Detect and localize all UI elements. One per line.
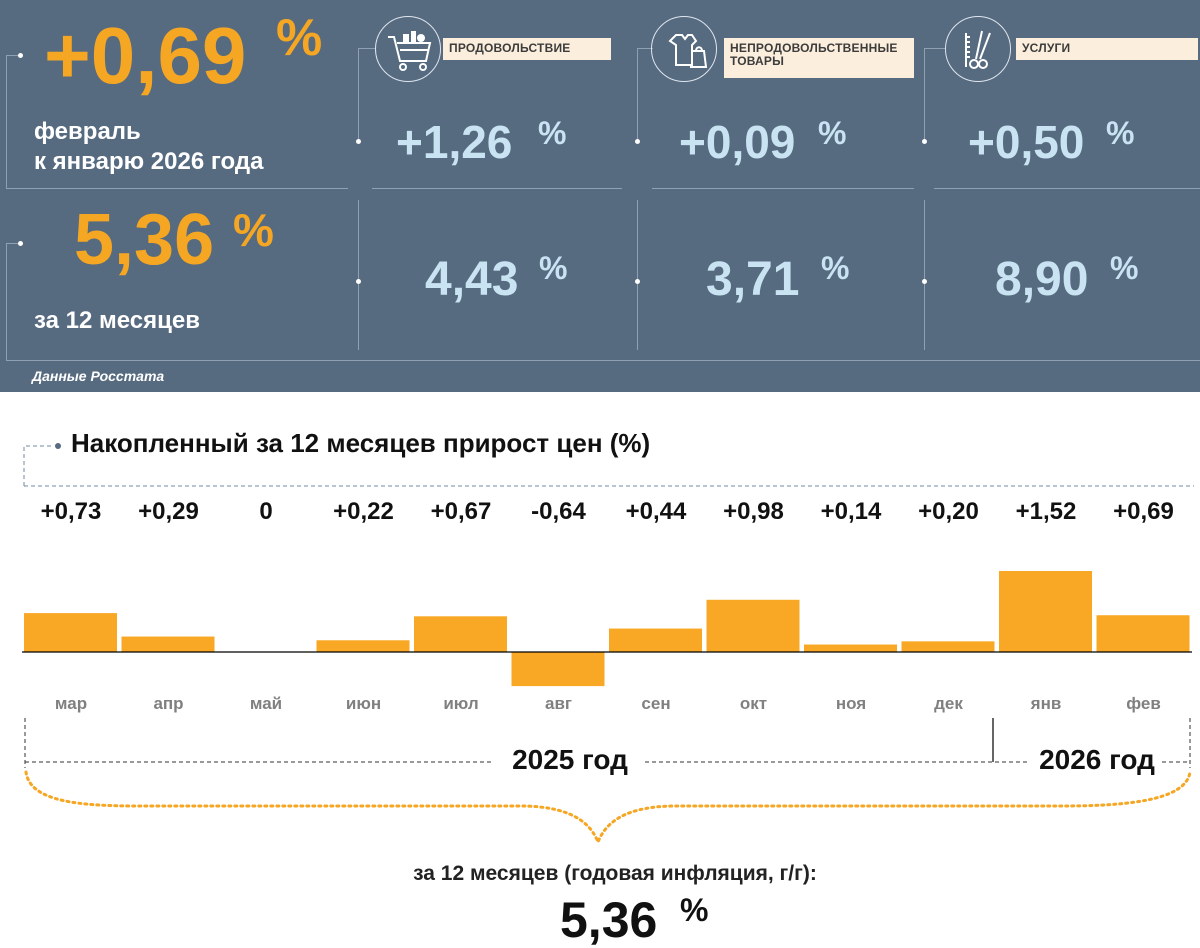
month-label-авг: авг xyxy=(545,694,572,713)
services-annual-unit: % xyxy=(1110,250,1139,286)
value-label-мар: +0,73 xyxy=(40,498,102,525)
divider xyxy=(637,200,638,350)
divider xyxy=(372,188,622,189)
bar-янв xyxy=(999,571,1092,652)
bullet-dot xyxy=(922,279,927,284)
nonfood-annual-value: 3,71 xyxy=(706,253,800,306)
divider xyxy=(637,48,638,141)
month-label-дек: дек xyxy=(934,694,963,713)
divider xyxy=(6,243,7,361)
nonfood-monthly-value: +0,09 xyxy=(679,116,796,168)
chart-section: Накопленный за 12 месяцев прирост цен (%… xyxy=(0,392,1200,948)
divider xyxy=(6,55,7,188)
chart-title: Накопленный за 12 месяцев прирост цен (%… xyxy=(71,428,651,458)
month-label-июн: июн xyxy=(345,694,382,713)
month-label-июл: июл xyxy=(443,694,479,713)
divider xyxy=(358,200,359,350)
month-label-окт: окт xyxy=(739,694,768,713)
annual-summary-label: за 12 месяцев (годовая инфляция, г/г): xyxy=(413,862,817,885)
month-label-май: май xyxy=(249,694,283,713)
bar-сен xyxy=(609,628,702,652)
divider xyxy=(637,48,653,49)
bullet-dot xyxy=(18,241,23,246)
monthly-caption-line2: к январю 2026 года xyxy=(34,148,264,175)
annual-caption: за 12 месяцев xyxy=(34,307,200,334)
bar-фев xyxy=(1096,615,1190,652)
category-label-services: УСЛУГИ xyxy=(1016,38,1198,60)
bullet-dot xyxy=(635,139,640,144)
category-label-nonfood: НЕПРОДОВОЛЬСТВЕННЫЕ ТОВАРЫ xyxy=(724,38,914,78)
bullet-dot xyxy=(922,139,927,144)
bar-дек xyxy=(901,641,995,652)
category-label-food: ПРОДОВОЛЬСТВИЕ xyxy=(443,38,611,60)
value-label-апр: +0,29 xyxy=(138,498,199,525)
month-label-ноя: ноя xyxy=(835,694,867,713)
year-label-2025: 2025 год xyxy=(500,744,640,776)
bar-мар xyxy=(24,613,117,652)
divider xyxy=(652,188,914,189)
divider xyxy=(924,200,925,350)
value-label-авг: -0,64 xyxy=(531,498,586,525)
food-monthly-value: +1,26 xyxy=(396,116,513,168)
monthly-inflation-unit: % xyxy=(276,9,323,67)
shopping-cart-icon xyxy=(375,16,441,82)
divider xyxy=(358,48,376,49)
value-label-июл: +0,67 xyxy=(430,498,492,525)
annual-summary-unit: % xyxy=(680,892,709,928)
bar-окт xyxy=(706,599,800,652)
bar-авг xyxy=(511,652,605,687)
value-label-окт: +0,98 xyxy=(723,498,784,525)
data-source: Данные Росстата xyxy=(32,368,165,384)
annual-inflation-unit: % xyxy=(233,204,274,256)
bullet-dot xyxy=(356,279,361,284)
month-label-сен: сен xyxy=(641,694,671,713)
nonfood-annual-unit: % xyxy=(821,250,850,286)
month-label-мар: мар xyxy=(54,694,88,713)
bullet-dot xyxy=(356,139,361,144)
value-label-июн: +0,22 xyxy=(333,498,394,525)
divider xyxy=(934,188,1200,189)
value-label-дек: +0,20 xyxy=(918,498,979,525)
value-label-ноя: +0,14 xyxy=(820,498,882,525)
year-label-2026: 2026 год xyxy=(1032,744,1162,776)
services-monthly-unit: % xyxy=(1106,115,1135,151)
monthly-inflation-value: +0,69 xyxy=(44,11,247,100)
food-annual-value: 4,43 xyxy=(425,253,519,306)
month-labels: мар апр май июн июл авг сен окт ноя дек янв фев xyxy=(0,694,1200,718)
summary-panel: +0,69 % февраль к январю 2026 года 5,36 … xyxy=(0,0,1200,392)
annual-inflation-value: 5,36 xyxy=(74,200,215,280)
clothes-bag-icon xyxy=(651,16,717,82)
bar-chart xyxy=(22,571,1192,687)
bar-июл xyxy=(414,616,507,652)
food-monthly-unit: % xyxy=(538,115,567,151)
scissors-comb-icon xyxy=(945,16,1011,82)
food-annual-unit: % xyxy=(539,250,568,286)
bar-июн xyxy=(316,640,410,652)
divider xyxy=(358,48,359,141)
month-label-фев: фев xyxy=(1126,694,1161,713)
divider xyxy=(6,360,1200,361)
nonfood-monthly-unit: % xyxy=(818,115,847,151)
value-label-май: 0 xyxy=(259,498,273,525)
value-label-сен: +0,44 xyxy=(625,498,687,525)
value-labels: +0,73 +0,29 0 +0,22 +0,67 -0,64 +0,44 +0,98 +0,1… xyxy=(0,498,1200,528)
divider xyxy=(6,55,20,56)
bar-ноя xyxy=(804,644,897,652)
month-label-янв: янв xyxy=(1030,694,1062,713)
divider xyxy=(6,243,20,244)
divider xyxy=(924,48,946,49)
divider xyxy=(924,48,925,141)
services-monthly-value: +0,50 xyxy=(968,116,1085,168)
month-label-апр: апр xyxy=(153,694,184,713)
bullet-dot xyxy=(635,279,640,284)
services-annual-value: 8,90 xyxy=(995,253,1089,306)
chart-decorations xyxy=(23,443,1194,847)
annual-summary-value: 5,36 xyxy=(560,892,658,948)
monthly-caption-line1: февраль xyxy=(34,118,141,145)
bar-апр xyxy=(121,636,215,652)
value-label-янв: +1,52 xyxy=(1015,498,1077,525)
value-label-фев: +0,69 xyxy=(1113,498,1174,525)
divider xyxy=(6,188,348,189)
bullet-dot xyxy=(18,53,23,58)
